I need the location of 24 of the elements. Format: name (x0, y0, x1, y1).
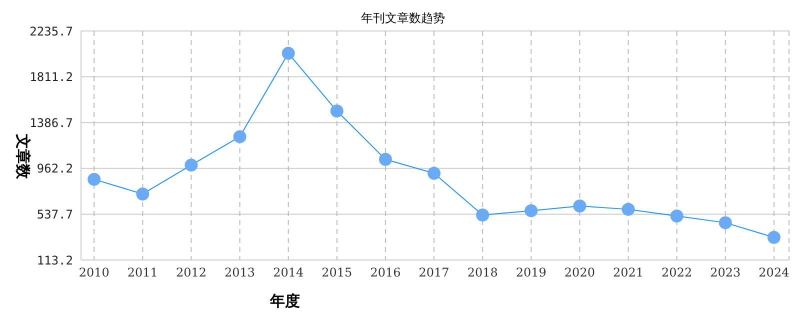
x-tick-label: 2015 (322, 266, 352, 280)
x-tick-label: 2017 (418, 266, 450, 280)
x-axis-title: 年度 (270, 292, 300, 311)
x-tick-label: 2013 (224, 266, 256, 280)
x-tick-label: 2014 (273, 266, 304, 280)
x-tick-label: 2020 (564, 266, 595, 280)
x-tick-label: 2019 (516, 266, 546, 280)
x-tick-label: 2018 (467, 266, 498, 280)
x-tick-label: 2024 (758, 266, 790, 280)
y-tick-label: 113.2 (36, 253, 73, 268)
y-tick-label: 1386.7 (30, 116, 73, 130)
x-tick-label: 2010 (78, 266, 110, 280)
y-tick-label: 1811.2 (30, 70, 73, 84)
x-tick-label: 2016 (370, 266, 401, 280)
chart-title: 年刊文章数趋势 (361, 11, 445, 25)
y-axis-title: 文章数 (12, 134, 32, 178)
y-tick-label: 962.2 (36, 162, 73, 176)
x-tick-label: 2022 (662, 266, 692, 280)
x-tick-label: 2021 (612, 266, 644, 280)
y-tick-label: 537.7 (36, 207, 73, 222)
x-tick-label: 2011 (127, 266, 158, 280)
x-tick-label: 2023 (710, 266, 741, 280)
y-tick-label: 2235.7 (30, 24, 73, 38)
x-tick-label: 2012 (176, 266, 207, 280)
